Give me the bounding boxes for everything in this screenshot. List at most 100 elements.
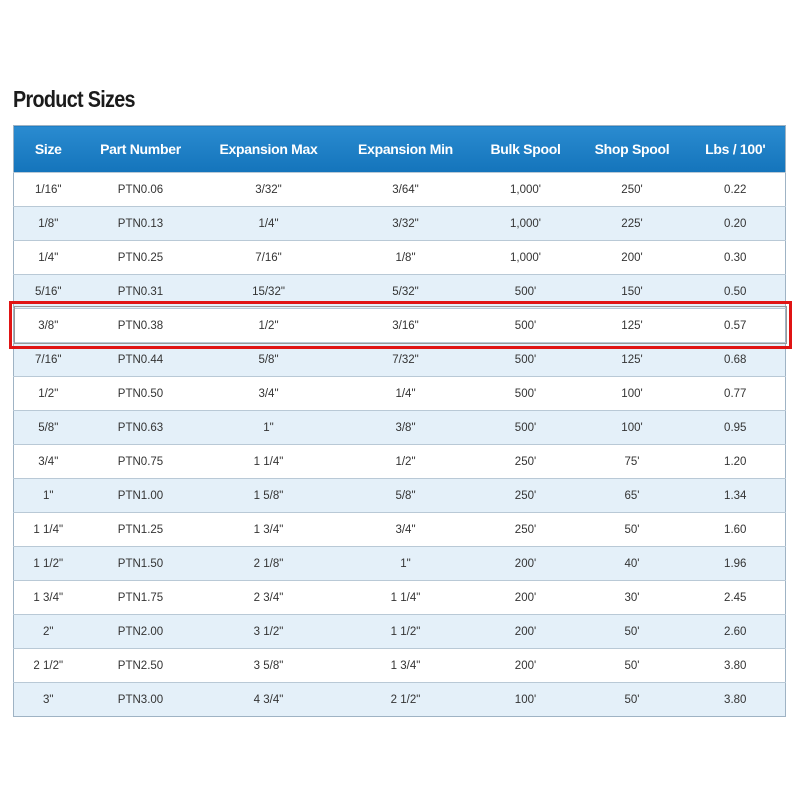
table-cell: 3/16" bbox=[338, 308, 473, 343]
table-cell: 0.20 bbox=[685, 206, 786, 241]
table-cell: 225' bbox=[578, 206, 686, 241]
table-row: 1 1/2" PTN1.50 2 1/8" 1" 200' 40' 1.96 bbox=[13, 546, 786, 581]
table-cell: 2 1/2" bbox=[13, 648, 83, 683]
table-cell: PTN0.75 bbox=[82, 444, 199, 479]
table-cell: 1.34 bbox=[685, 478, 786, 513]
table-cell: 125' bbox=[578, 308, 686, 343]
column-header: Part Number bbox=[82, 125, 199, 173]
table-cell: 0.77 bbox=[685, 376, 786, 411]
table-cell: PTN0.13 bbox=[82, 206, 199, 241]
table-cell: 4 3/4" bbox=[198, 682, 339, 717]
table-cell: 1/8" bbox=[13, 206, 83, 241]
table-cell: PTN0.38 bbox=[82, 308, 199, 343]
table-cell: PTN3.00 bbox=[82, 682, 199, 717]
table-cell: 1,000' bbox=[472, 172, 579, 207]
table-cell: PTN0.06 bbox=[82, 172, 199, 207]
table-cell: 1.96 bbox=[685, 546, 786, 581]
table-cell: 1/4" bbox=[198, 206, 339, 241]
table-cell: 1" bbox=[198, 410, 339, 445]
table-cell: 15/32" bbox=[198, 274, 339, 309]
table-cell: 200' bbox=[472, 614, 579, 649]
table-cell: 50' bbox=[578, 682, 686, 717]
column-header: Expansion Min bbox=[338, 125, 473, 173]
table-cell: 1/4" bbox=[338, 376, 473, 411]
column-header: Lbs / 100' bbox=[685, 125, 786, 173]
table-cell: 50' bbox=[578, 614, 686, 649]
table-cell: 5/8" bbox=[13, 410, 83, 445]
table-cell: 65' bbox=[578, 478, 686, 513]
table-cell: 2" bbox=[13, 614, 83, 649]
table-cell: 3/8" bbox=[13, 308, 83, 343]
table-row: 7/16" PTN0.44 5/8" 7/32" 500' 125' 0.68 bbox=[13, 342, 786, 377]
table-cell: 3/4" bbox=[338, 512, 473, 547]
table-cell: PTN2.50 bbox=[82, 648, 199, 683]
table-cell: 200' bbox=[472, 546, 579, 581]
table-row: 3" PTN3.00 4 3/4" 2 1/2" 100' 50' 3.80 bbox=[13, 682, 786, 717]
table-cell: 250' bbox=[472, 444, 579, 479]
table-cell: 2 1/2" bbox=[338, 682, 473, 717]
table-cell: 1 1/4" bbox=[198, 444, 339, 479]
table-cell: 1" bbox=[338, 546, 473, 581]
table-cell: PTN0.44 bbox=[82, 342, 199, 377]
table-row: 1/4" PTN0.25 7/16" 1/8" 1,000' 200' 0.30 bbox=[13, 240, 786, 275]
table-cell: 1/2" bbox=[198, 308, 339, 343]
table-cell: PTN1.75 bbox=[82, 580, 199, 615]
table-row: 1/2" PTN0.50 3/4" 1/4" 500' 100' 0.77 bbox=[13, 376, 786, 411]
table-cell: 3 1/2" bbox=[198, 614, 339, 649]
table-cell: 0.30 bbox=[685, 240, 786, 275]
table-cell: 1 1/4" bbox=[338, 580, 473, 615]
table-cell: 1/8" bbox=[338, 240, 473, 275]
table-row: 1 1/4" PTN1.25 1 3/4" 3/4" 250' 50' 1.60 bbox=[13, 512, 786, 547]
table-cell: 0.95 bbox=[685, 410, 786, 445]
table-cell: 7/16" bbox=[13, 342, 83, 377]
table-cell: 0.68 bbox=[685, 342, 786, 377]
table-cell: 3.80 bbox=[685, 682, 786, 717]
table-cell: 500' bbox=[472, 308, 579, 343]
table-cell: 1 3/4" bbox=[198, 512, 339, 547]
table-row: 1/16" PTN0.06 3/32" 3/64" 1,000' 250' 0.22 bbox=[13, 172, 786, 207]
table-cell: 200' bbox=[472, 648, 579, 683]
table-cell: 100' bbox=[578, 376, 686, 411]
table-cell: 500' bbox=[472, 410, 579, 445]
table-cell: 1 1/2" bbox=[13, 546, 83, 581]
table-cell: 3.80 bbox=[685, 648, 786, 683]
column-header: Expansion Max bbox=[198, 125, 339, 173]
table-row: 2 1/2" PTN2.50 3 5/8" 1 3/4" 200' 50' 3.80 bbox=[13, 648, 786, 683]
table-cell: 1/2" bbox=[13, 376, 83, 411]
table-cell: 150' bbox=[578, 274, 686, 309]
table-cell: 100' bbox=[578, 410, 686, 445]
table-cell: 1 5/8" bbox=[198, 478, 339, 513]
table-cell: 1.60 bbox=[685, 512, 786, 547]
table-cell: 2 1/8" bbox=[198, 546, 339, 581]
table-cell: 1 1/2" bbox=[338, 614, 473, 649]
table-cell: 250' bbox=[472, 512, 579, 547]
table-cell: 2.60 bbox=[685, 614, 786, 649]
table-cell: 3/32" bbox=[338, 206, 473, 241]
table-cell: 1,000' bbox=[472, 240, 579, 275]
table-cell: PTN1.50 bbox=[82, 546, 199, 581]
table-cell: 50' bbox=[578, 648, 686, 683]
table-cell: 3" bbox=[13, 682, 83, 717]
table-cell: 2.45 bbox=[685, 580, 786, 615]
table-row: 1" PTN1.00 1 5/8" 5/8" 250' 65' 1.34 bbox=[13, 478, 786, 513]
table-cell: 3/4" bbox=[198, 376, 339, 411]
table-cell: 7/16" bbox=[198, 240, 339, 275]
header-row: Size Part Number Expansion Max Expansion Mi… bbox=[13, 125, 786, 173]
section-title: Product Sizes bbox=[13, 86, 136, 112]
table-cell: 200' bbox=[472, 580, 579, 615]
table-cell: 1" bbox=[13, 478, 83, 513]
table-cell: 5/8" bbox=[198, 342, 339, 377]
table-body: 1/16" PTN0.06 3/32" 3/64" 1,000' 250' 0.22 1/8"… bbox=[13, 172, 786, 717]
table-cell: 0.50 bbox=[685, 274, 786, 309]
table-row: 3/4" PTN0.75 1 1/4" 1/2" 250' 75' 1.20 bbox=[13, 444, 786, 479]
table-cell: 500' bbox=[472, 274, 579, 309]
table-cell: 5/16" bbox=[13, 274, 83, 309]
table-cell: 500' bbox=[472, 342, 579, 377]
table-cell: 3/32" bbox=[198, 172, 339, 207]
table-cell: 1/16" bbox=[13, 172, 83, 207]
table-cell: 0.57 bbox=[685, 308, 786, 343]
table-cell: 250' bbox=[578, 172, 686, 207]
table-cell: 30' bbox=[578, 580, 686, 615]
table-row: 5/16" PTN0.31 15/32" 5/32" 500' 150' 0.50 bbox=[13, 274, 786, 309]
table-cell: PTN1.25 bbox=[82, 512, 199, 547]
